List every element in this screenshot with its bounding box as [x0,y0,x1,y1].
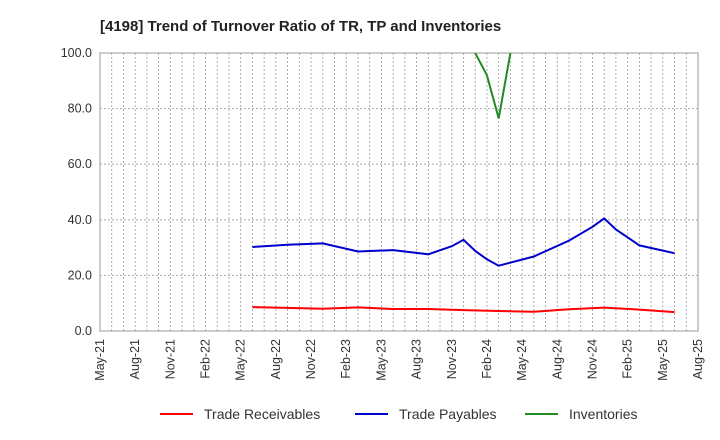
x-tick-label: Nov-22 [304,339,318,379]
y-tick-label: 80.0 [68,102,92,116]
x-tick-label: May-25 [656,339,670,381]
y-tick-label: 40.0 [68,213,92,227]
y-tick-label: 100.0 [61,46,92,60]
y-tick-label: 60.0 [68,157,92,171]
x-tick-label: Aug-24 [550,339,564,379]
x-tick-label: Feb-23 [339,339,353,379]
x-tick-label: May-24 [515,339,529,381]
x-tick-label: May-23 [374,339,388,381]
legend: Trade Receivables Trade Payables Inventori… [160,406,637,422]
series-line-inventories [474,53,512,119]
x-tick-label: Aug-25 [691,339,705,379]
y-tick-label: 20.0 [68,268,92,282]
legend-label: Trade Payables [399,406,497,422]
plot-area [99,52,699,332]
x-tick-label: Feb-24 [480,339,494,379]
legend-label: Inventories [569,406,637,422]
x-tick-label: Feb-25 [621,339,635,379]
y-tick-label: 0.0 [75,324,92,338]
series-line-trade-payables [252,217,675,267]
legend-label: Trade Receivables [204,406,320,422]
y-axis: 0.0 20.0 40.0 60.0 80.0 100.0 [61,46,92,338]
x-tick-label: Nov-21 [163,339,177,379]
x-tick-label: Feb-22 [199,339,213,379]
x-tick-label: Aug-23 [410,339,424,379]
x-tick-label: Aug-21 [128,339,142,379]
chart-title: [4198] Trend of Turnover Ratio of TR, TP… [100,18,501,35]
x-axis: May-21 Aug-21 Nov-21 Feb-22 May-22 Aug-22 Nov-… [93,339,705,381]
x-tick-label: May-22 [234,339,248,381]
x-tick-label: Nov-24 [585,339,599,379]
x-tick-label: May-21 [93,339,107,381]
series-lines [252,53,675,314]
x-tick-label: Aug-22 [269,339,283,379]
series-line-trade-receivables [252,306,675,314]
x-tick-label: Nov-23 [445,339,459,379]
